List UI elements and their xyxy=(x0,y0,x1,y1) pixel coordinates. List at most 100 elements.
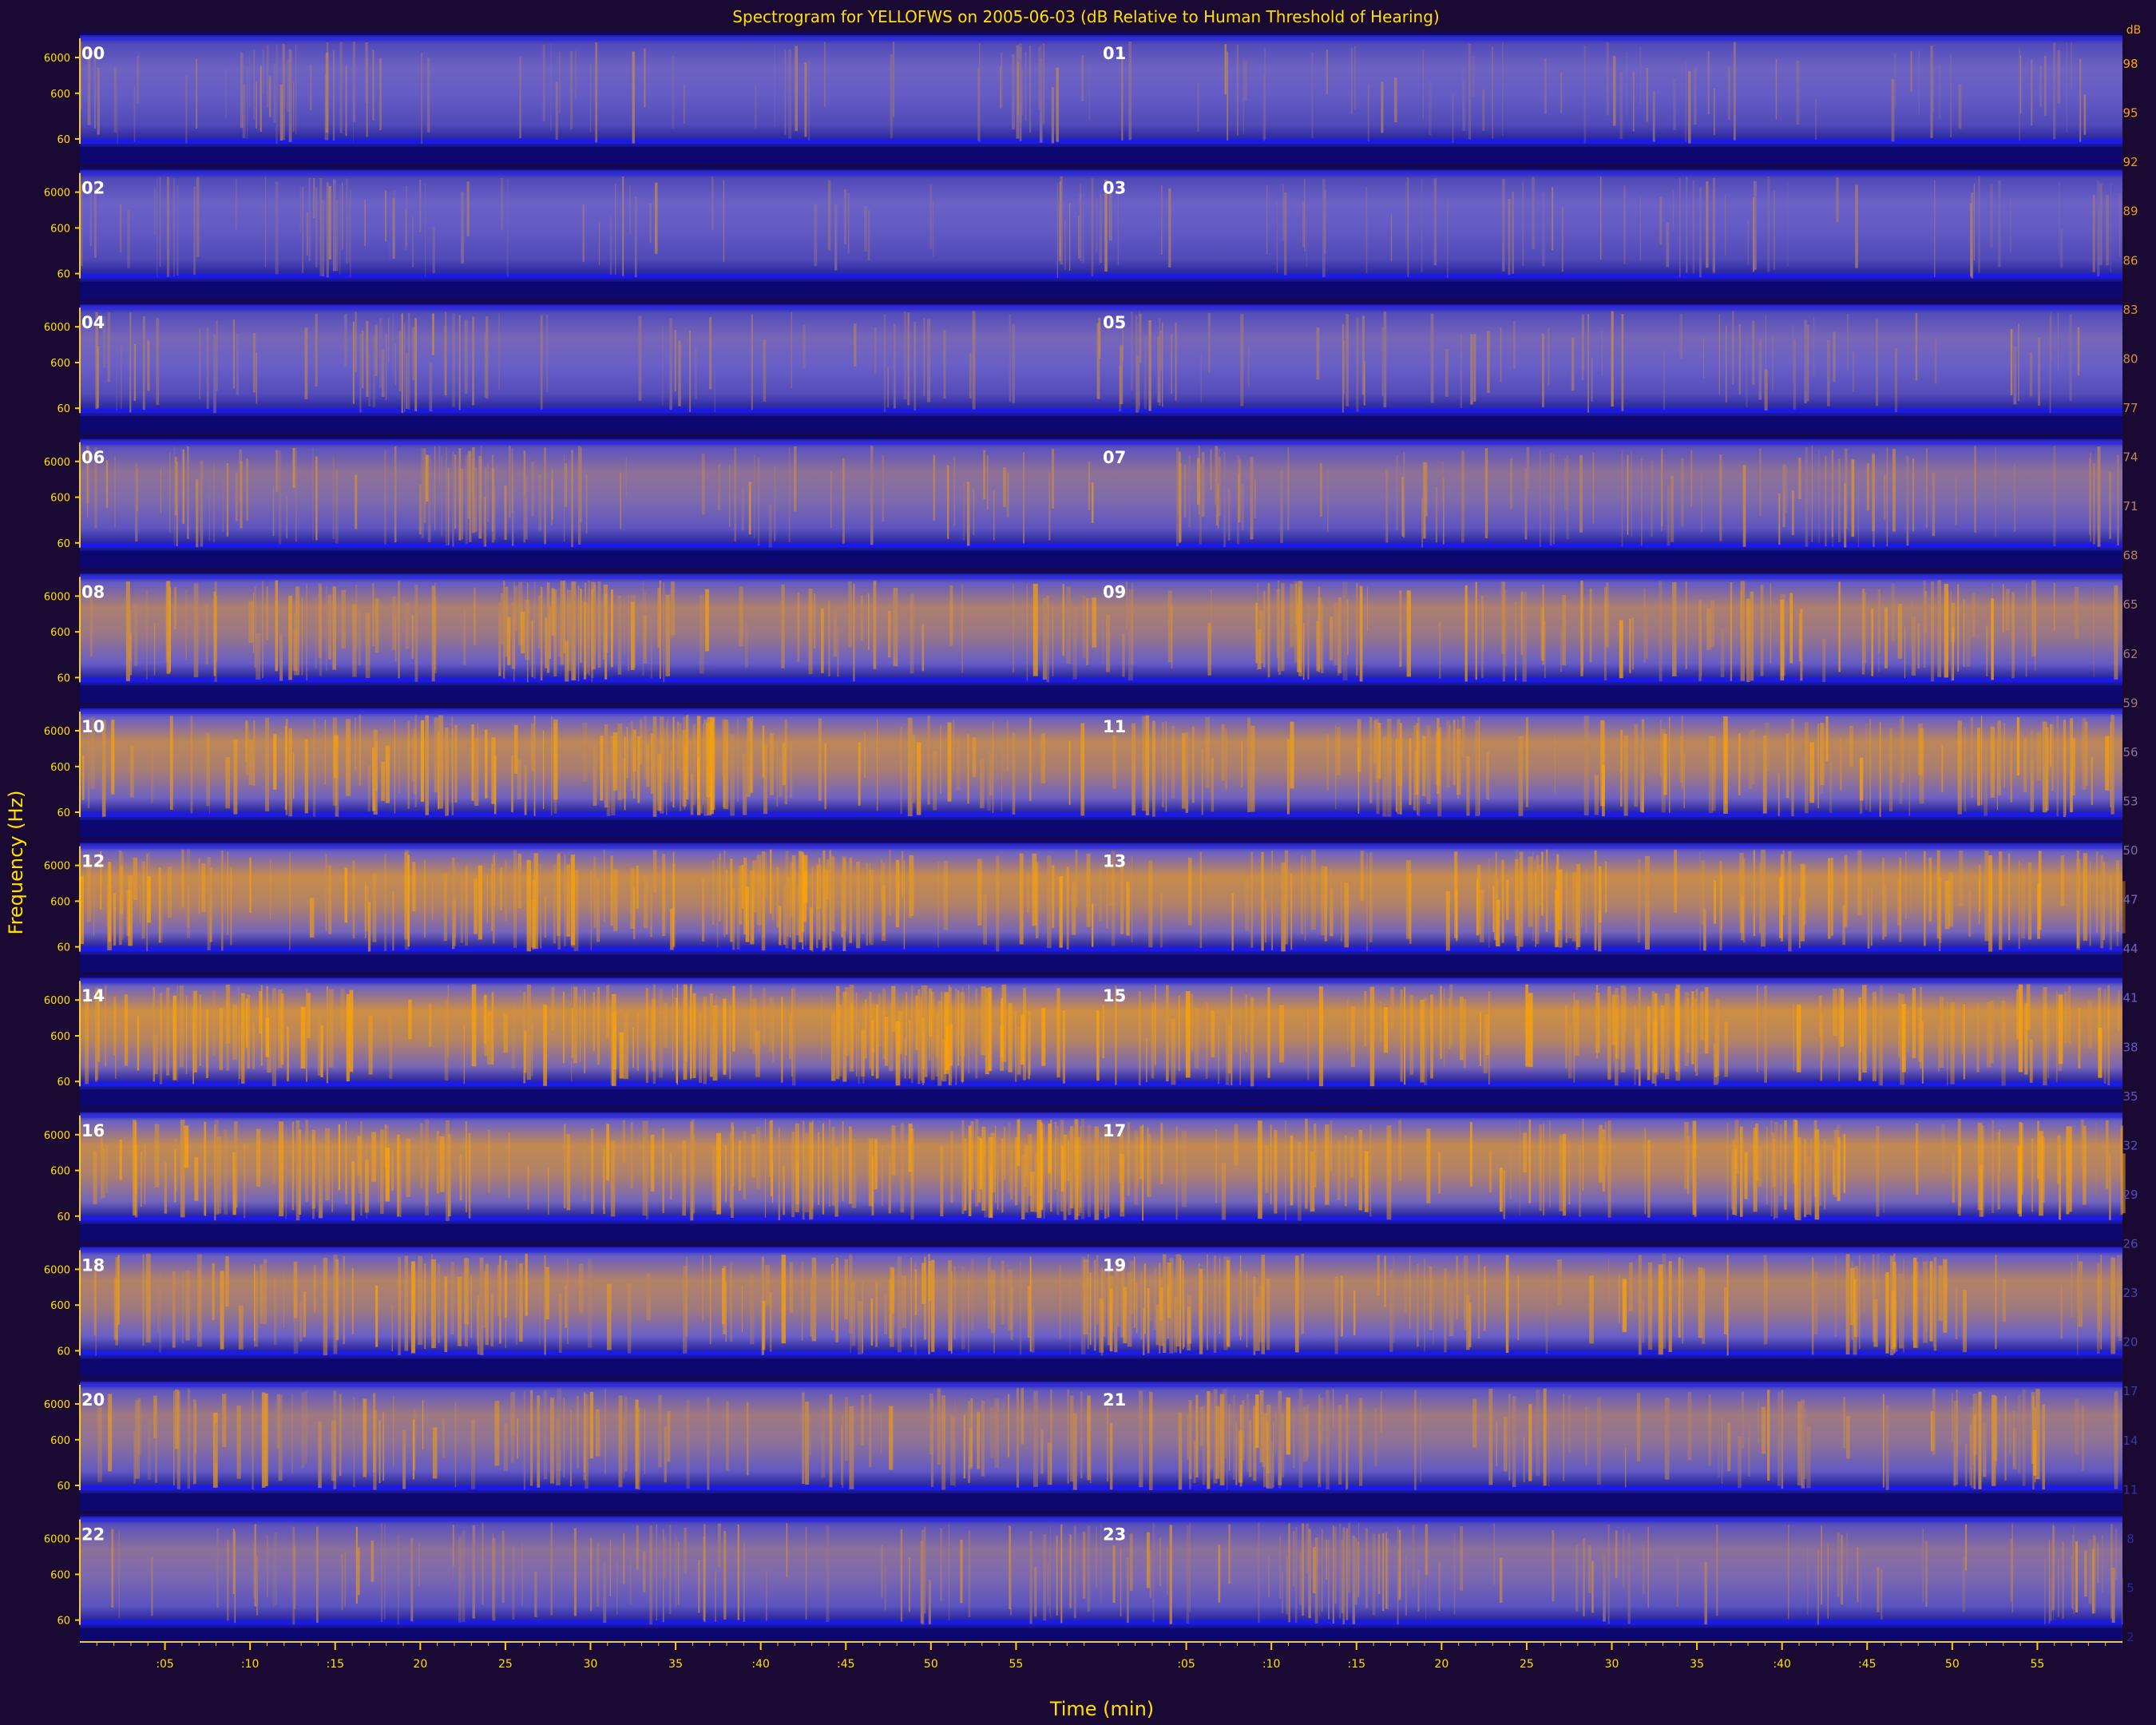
band-edge xyxy=(80,171,2122,176)
band-edge xyxy=(80,979,2122,984)
hour-label: 09 xyxy=(1103,582,1126,601)
hour-label: 10 xyxy=(81,717,105,736)
x-tick-label: 35 xyxy=(1690,1658,1704,1671)
spectrogram-streaks xyxy=(93,1253,2122,1356)
y-tick-label: 6000 xyxy=(44,322,70,334)
x-axis: :05:10:15 20 25 30 35:40:45 50 55:05:10:15 20 25… xyxy=(80,1641,2122,1671)
spectrogram-streaks xyxy=(111,1522,2123,1625)
x-tick-label: :45 xyxy=(837,1658,855,1671)
y-tick-label: 6000 xyxy=(44,1399,70,1411)
spectrogram-row: 60 600 6000 16 17 xyxy=(44,1108,2126,1242)
hour-label: 05 xyxy=(1103,313,1126,332)
y-tick-label: 600 xyxy=(50,1569,70,1581)
y-tick-label: 600 xyxy=(50,493,70,505)
band-edge xyxy=(80,1485,2122,1490)
x-tick-label: :40 xyxy=(751,1658,770,1671)
band-edge xyxy=(80,946,2122,952)
y-tick-label: 600 xyxy=(50,1031,70,1043)
spectrogram-band xyxy=(80,708,2122,820)
band-edge xyxy=(80,1113,2122,1118)
colorbar-label: 68 xyxy=(2122,549,2138,563)
x-tick-label: :05 xyxy=(156,1658,174,1671)
colorbar-label: 26 xyxy=(2122,1237,2138,1251)
colorbar-label: 32 xyxy=(2122,1138,2138,1152)
spectrogram-streaks xyxy=(80,42,2087,144)
y-tick-label: 60 xyxy=(57,1616,70,1628)
spectrogram-band xyxy=(80,1382,2122,1493)
y-tick-label: 6000 xyxy=(44,457,70,469)
hour-label: 02 xyxy=(81,179,105,198)
spectrogram-band xyxy=(80,1247,2122,1359)
hour-label: 14 xyxy=(81,986,105,1005)
spectrogram-band xyxy=(80,1516,2122,1628)
y-tick-label: 600 xyxy=(50,762,70,774)
x-tick-label: 25 xyxy=(1520,1658,1534,1671)
spectrogram-band xyxy=(80,573,2122,686)
spectrogram-streaks xyxy=(85,984,2120,1087)
y-tick-label: 60 xyxy=(57,538,70,550)
hour-label: 20 xyxy=(81,1390,105,1410)
x-tick-label: 50 xyxy=(924,1658,938,1671)
y-tick-label: 6000 xyxy=(44,591,70,603)
x-tick-label: :45 xyxy=(1858,1658,1877,1671)
band-edge xyxy=(80,575,2122,580)
colorbar-label: 23 xyxy=(2122,1286,2138,1300)
band-edge xyxy=(80,1215,2122,1221)
y-tick-label: 600 xyxy=(50,358,70,370)
x-tick-label: 30 xyxy=(584,1658,598,1671)
colorbar-label: 71 xyxy=(2122,499,2138,514)
colorbar-label: 29 xyxy=(2122,1188,2138,1202)
y-tick-label: 6000 xyxy=(44,1264,70,1276)
y-tick-label: 60 xyxy=(57,807,70,819)
colorbar-label: 35 xyxy=(2122,1089,2138,1104)
colorbar-label: 92 xyxy=(2122,155,2138,169)
colorbar-unit-label: dB xyxy=(2126,24,2142,37)
y-tick-label: 600 xyxy=(50,896,70,908)
y-tick-label: 600 xyxy=(50,1166,70,1178)
y-tick-label: 600 xyxy=(50,1300,70,1312)
y-tick-label: 60 xyxy=(57,403,70,415)
hour-label: 23 xyxy=(1103,1525,1126,1545)
hour-label: 15 xyxy=(1103,986,1126,1005)
spectrogram-row: 60 600 6000 22 23 xyxy=(44,1513,2123,1646)
band-edge xyxy=(80,1620,2122,1625)
hour-label: 04 xyxy=(81,313,105,332)
spectrogram-row: 60 600 6000 02 03 xyxy=(44,166,2122,299)
y-tick-label: 6000 xyxy=(44,188,70,200)
x-tick-label: 35 xyxy=(668,1658,683,1671)
hour-label: 03 xyxy=(1103,179,1126,198)
hour-label: 21 xyxy=(1103,1390,1126,1410)
x-tick-label: :15 xyxy=(1347,1658,1365,1671)
x-tick-label: 25 xyxy=(498,1658,513,1671)
x-tick-label: :10 xyxy=(241,1658,260,1671)
band-edge xyxy=(80,542,2122,548)
spectrogram-streaks xyxy=(86,445,2119,548)
spectrogram-streaks xyxy=(82,715,2114,817)
hour-label: 13 xyxy=(1103,852,1126,871)
colorbar-label: 2 xyxy=(2126,1630,2134,1644)
spectrogram-streaks xyxy=(97,1388,2118,1490)
hour-label: 08 xyxy=(81,582,105,601)
y-tick-label: 6000 xyxy=(44,53,70,65)
hour-label: 22 xyxy=(81,1525,105,1545)
colorbar-label: 77 xyxy=(2122,401,2138,415)
band-edge xyxy=(80,273,2122,279)
hour-label: 12 xyxy=(81,852,105,871)
band-edge xyxy=(80,710,2122,714)
x-tick-label: :15 xyxy=(326,1658,344,1671)
x-tick-label: 20 xyxy=(413,1658,427,1671)
x-tick-label: :10 xyxy=(1262,1658,1281,1671)
spectrogram-streaks xyxy=(89,580,2118,683)
colorbar-label: 86 xyxy=(2122,253,2138,268)
spectrogram-row: 60 600 6000 14 15 xyxy=(44,974,2122,1108)
colorbar-labels: 98 95 92 89 86 83 80 77 74 71 68 65 62 59 56 53 50 47 44 41… xyxy=(2122,57,2138,1644)
hour-label: 01 xyxy=(1103,44,1126,63)
y-tick-label: 60 xyxy=(57,1211,70,1223)
y-tick-label: 6000 xyxy=(44,1130,70,1142)
colorbar-label: 59 xyxy=(2122,696,2138,710)
hour-label: 17 xyxy=(1103,1121,1126,1140)
hour-label: 06 xyxy=(81,448,105,467)
band-edge xyxy=(80,677,2122,683)
colorbar-label: 47 xyxy=(2122,893,2138,907)
